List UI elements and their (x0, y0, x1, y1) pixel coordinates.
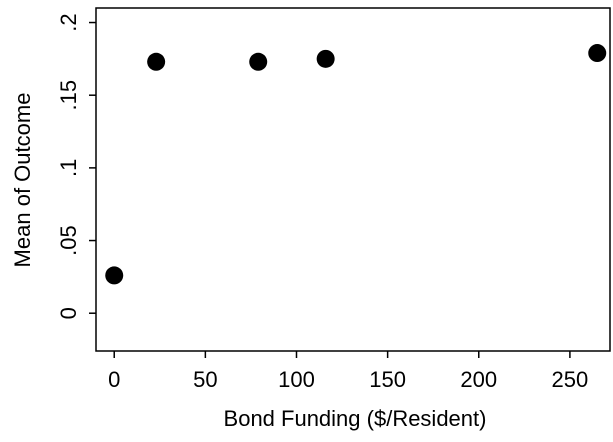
y-tick-label: .05 (56, 225, 81, 256)
x-tick-label: 0 (108, 367, 120, 392)
x-tick-label: 150 (369, 367, 406, 392)
point (105, 266, 124, 285)
y-tick-label: .2 (56, 13, 81, 31)
point (249, 52, 268, 71)
x-tick-label: 200 (460, 367, 497, 392)
x-tick-label: 50 (193, 367, 217, 392)
y-axis-title: Mean of Outcome (10, 93, 35, 268)
x-axis-title: Bond Funding ($/Resident) (224, 406, 487, 431)
point (588, 44, 607, 63)
x-tick-label: 250 (552, 367, 589, 392)
x-tick-label: 100 (278, 367, 315, 392)
y-tick-label: .1 (56, 159, 81, 177)
point (147, 52, 166, 71)
point (316, 49, 335, 68)
y-tick-label: .15 (56, 80, 81, 111)
plot-frame (95, 7, 611, 352)
y-tick-label: 0 (56, 307, 81, 319)
